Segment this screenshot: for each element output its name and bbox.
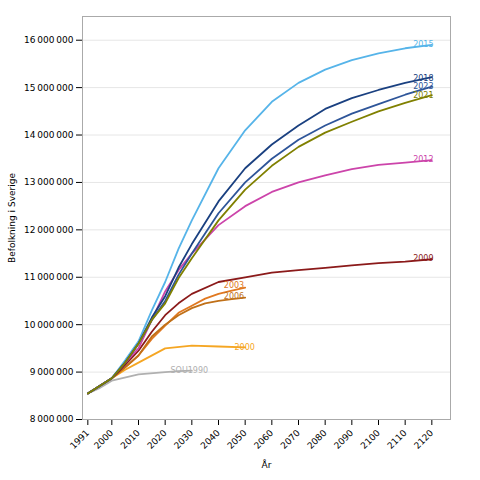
svg-text:2010: 2010 [119, 428, 142, 451]
svg-text:2003: 2003 [224, 281, 244, 290]
svg-text:11 000 000: 11 000 000 [24, 272, 74, 282]
svg-text:2018: 2018 [413, 73, 434, 83]
svg-text:År: År [262, 459, 272, 470]
svg-text:SOU1990: SOU1990 [171, 366, 209, 375]
svg-text:13 000 000: 13 000 000 [24, 177, 74, 187]
svg-text:2020: 2020 [145, 428, 168, 451]
svg-text:2080: 2080 [305, 428, 328, 451]
svg-text:2006: 2006 [224, 292, 244, 301]
svg-text:2100: 2100 [359, 428, 382, 451]
svg-text:2090: 2090 [332, 428, 355, 451]
svg-text:2000: 2000 [235, 343, 255, 352]
svg-text:2015: 2015 [413, 40, 433, 49]
svg-text:14 000 000: 14 000 000 [24, 130, 74, 140]
svg-text:10 000 000: 10 000 000 [24, 320, 74, 330]
svg-text:2050: 2050 [225, 428, 248, 451]
svg-text:1991: 1991 [68, 428, 91, 451]
svg-text:12 000 000: 12 000 000 [24, 225, 74, 235]
svg-text:2012: 2012 [413, 155, 433, 164]
svg-text:8 000 000: 8 000 000 [30, 414, 74, 424]
svg-text:2009: 2009 [413, 254, 433, 263]
svg-text:2023: 2023 [413, 82, 433, 91]
svg-text:2060: 2060 [252, 428, 275, 451]
svg-text:16 000 000: 16 000 000 [24, 35, 74, 45]
svg-text:Befolkning i Sverige: Befolkning i Sverige [7, 173, 17, 263]
svg-text:2120: 2120 [412, 428, 435, 451]
svg-text:2000: 2000 [92, 428, 115, 451]
svg-text:2021: 2021 [413, 91, 433, 100]
svg-text:2070: 2070 [279, 428, 302, 451]
svg-text:2040: 2040 [199, 428, 222, 451]
svg-text:2110: 2110 [385, 428, 408, 451]
svg-text:2030: 2030 [172, 428, 195, 451]
svg-text:15 000 000: 15 000 000 [24, 82, 74, 92]
svg-text:9 000 000: 9 000 000 [30, 367, 74, 377]
